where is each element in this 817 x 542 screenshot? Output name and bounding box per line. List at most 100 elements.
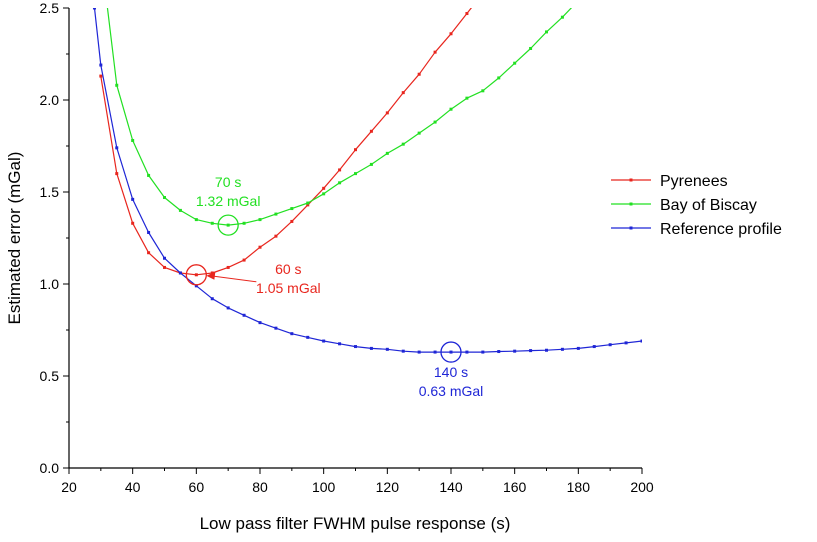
legend-label-reference-profile: Reference profile (660, 221, 782, 238)
data-point (385, 347, 389, 351)
annotation-time: 70 s (215, 174, 241, 190)
data-point (417, 72, 421, 76)
legend-marker-bay-of-biscay (629, 202, 633, 206)
data-point (385, 151, 389, 155)
data-point (274, 326, 278, 330)
data-point (401, 349, 405, 353)
data-point (226, 223, 230, 227)
annotation-error: 0.63 mGal (419, 383, 484, 399)
data-point (258, 218, 262, 222)
min-marker-circle (217, 214, 239, 236)
data-point (178, 271, 182, 275)
data-point (417, 350, 421, 354)
data-point (529, 349, 533, 353)
data-point (290, 219, 294, 223)
x-tick-label: 80 (252, 479, 268, 495)
data-point (147, 251, 151, 255)
series-line-pyrenees (100, 8, 472, 276)
min-annotation-bay-of-biscay: 70 s 1.32 mGal (196, 174, 261, 236)
data-point (258, 321, 262, 325)
data-point (194, 218, 198, 222)
data-point (92, 8, 96, 10)
x-tick-label: 200 (630, 479, 654, 495)
y-tick-label: 2.5 (40, 0, 60, 16)
data-point (99, 63, 103, 67)
min-annotation-pyrenees: 60 s 1.05 mGal (185, 261, 321, 296)
data-point (226, 306, 230, 310)
x-tick-label: 60 (189, 479, 205, 495)
data-point (354, 345, 357, 349)
series-layer (92, 8, 642, 354)
data-point (417, 131, 421, 135)
data-point (290, 207, 294, 211)
data-point (242, 258, 246, 262)
data-point (608, 343, 612, 347)
data-point (242, 313, 246, 317)
annotation-time: 140 s (434, 364, 468, 380)
min-arrow-head (206, 271, 216, 280)
legend-marker-reference-profile (629, 226, 633, 230)
data-point (369, 346, 373, 350)
x-tick-label: 40 (125, 479, 141, 495)
data-point (306, 203, 310, 207)
data-point (290, 332, 294, 336)
series-bay-of-biscay (106, 8, 573, 227)
data-point (497, 76, 501, 80)
series-pyrenees (99, 8, 472, 277)
legend-item-reference-profile: Reference profile (611, 221, 782, 238)
y-axis-title: Estimated error (mGal) (5, 152, 24, 325)
data-point (513, 349, 517, 353)
data-point (560, 15, 564, 19)
y-tick-label: 0.5 (40, 368, 60, 384)
data-point (529, 46, 533, 50)
data-point (322, 339, 326, 343)
data-point (576, 346, 580, 350)
data-point (147, 173, 151, 177)
data-point (99, 74, 103, 78)
x-tick-label: 100 (312, 479, 336, 495)
data-point (274, 234, 278, 238)
data-point (131, 197, 135, 201)
data-point (210, 297, 214, 301)
x-axis-title: Low pass filter FWHM pulse response (s) (200, 514, 511, 533)
data-point (322, 186, 326, 190)
min-annotation-reference-profile: 140 s 0.63 mGal (419, 341, 484, 399)
annotation-error: 1.32 mGal (196, 193, 261, 209)
ticks: 20 40 60 80 100 120 140 160 180 200 0.0 0.5 1.0 1.5 2.… (40, 0, 654, 495)
data-point (465, 350, 469, 354)
x-tick-label: 180 (567, 479, 591, 495)
data-point (306, 335, 310, 339)
data-point (338, 168, 342, 172)
series-reference-profile (92, 8, 642, 354)
axes (68, 8, 642, 469)
data-point (163, 265, 166, 269)
data-point (274, 212, 278, 216)
data-point (401, 91, 405, 95)
data-point (115, 83, 119, 87)
y-tick-label: 0.0 (40, 460, 60, 476)
data-point (306, 201, 310, 205)
x-tick-label: 140 (439, 479, 463, 495)
data-point (449, 32, 453, 36)
min-arrow-line (210, 275, 257, 283)
data-point (163, 196, 166, 200)
legend: Pyrenees Bay of Biscay Reference profile (611, 173, 782, 238)
data-point (513, 61, 517, 65)
data-point (481, 89, 485, 93)
data-point (560, 347, 564, 351)
annotation-time: 60 s (275, 261, 301, 277)
annotations: 60 s 1.05 mGal 70 s 1.32 mGal 140 s 0.63 mGal (185, 174, 484, 399)
data-point (322, 192, 326, 196)
x-tick-label: 20 (61, 479, 77, 495)
data-point (369, 129, 373, 133)
data-point (433, 350, 437, 354)
data-point (624, 341, 628, 345)
annotation-error: 1.05 mGal (256, 280, 321, 296)
data-point (226, 265, 230, 269)
data-point (210, 271, 214, 275)
data-point (258, 245, 262, 249)
legend-label-pyrenees: Pyrenees (660, 173, 728, 190)
data-point (545, 30, 548, 34)
data-point (385, 111, 389, 115)
data-point (338, 181, 342, 185)
